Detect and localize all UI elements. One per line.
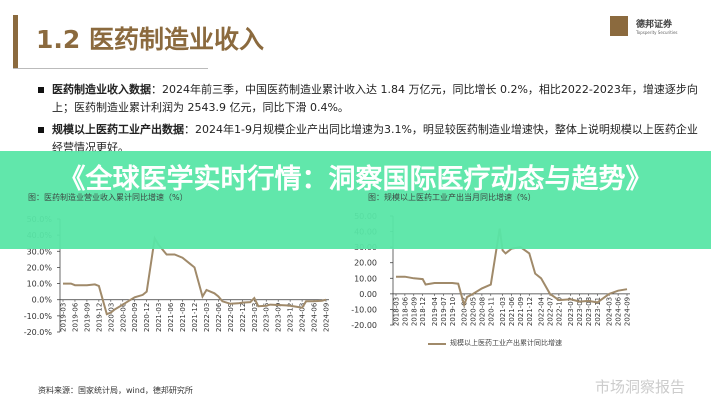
bullet-output: 规模以上医药工业产出数据：2024年1-9月规模企业产出同比增速为3.1%，明显… [38,121,698,157]
x-tick-label: 2022-06 [215,302,223,332]
x-tick-label: 2023-12 [287,303,295,332]
x-tick-label: 2023-11 [594,297,602,326]
y-tick-label: 10.00 [354,274,377,283]
y-tick-label: 20.00 [354,259,377,268]
brand-subtitle: Topsperity Securities [636,30,678,35]
watermark: 市场洞察报告 [595,378,686,396]
x-tick-label: 2020-05 [470,297,478,326]
y-tick-label: -10.00 [351,305,377,314]
x-tick-label: 2018-06 [401,296,409,326]
x-tick-label: 2019-10 [449,297,457,326]
y-tick-label: 0.00 [359,290,377,299]
x-tick-label: 2023-03 [251,303,259,332]
x-tick-label: 2021-12 [191,303,199,332]
x-tick-label: 2023-02 [567,297,575,326]
x-tick-label: 2021-09 [179,303,187,332]
y-tick-label: -10.0% [24,312,53,321]
x-tick-label: 2024-03 [606,297,614,326]
headline-banner [0,151,711,249]
y-tick-label: -20.00 [351,321,377,330]
x-tick-label: 2021-03 [155,303,163,332]
x-tick-label: 2019-07 [440,297,448,326]
series-line [396,228,628,308]
x-tick-label: 2019-09 [83,303,91,332]
x-tick-label: 2019-04 [431,296,439,326]
bullet-label: 医药制造业收入数据 [52,83,151,96]
bullet-square-icon [38,87,44,93]
series-line [63,235,327,316]
x-tick-label: 2022-10 [555,297,563,326]
x-tick-label: 2020-06 [119,302,127,332]
x-tick-label: 2018-03 [393,297,401,326]
legend-label: 规模以上医药工业产出累计同比增速 [450,339,562,347]
x-tick-label: 2024-06 [311,302,319,332]
chart-title-left: 图：医药制造业营业收入累计同比增速（%） [28,193,188,202]
x-tick-label: 2018-12 [419,297,427,326]
x-tick-label: 2022-04 [538,296,546,326]
y-tick-label: 30.0% [27,247,53,256]
bullet-revenue: 医药制造业收入数据：2024年前三季，中国医药制造业累计收入达 1.84 万亿元… [38,81,698,117]
y-tick-label: 10.0% [27,280,53,289]
x-tick-label: 2024-09 [624,297,632,326]
brand-name: 德邦证券 [636,20,673,30]
y-tick-label: -20.0% [24,328,53,337]
x-tick-label: 2021-03 [499,297,507,326]
bullet-square-icon [38,127,44,133]
x-tick-label: 2024-06 [615,296,623,326]
brand-logo-icon [610,16,628,36]
x-tick-label: 2020-02 [461,297,469,326]
x-tick-label: 2021-12 [526,297,534,326]
x-tick-label: 2023-05 [576,297,584,326]
page-title: 1.2 医药制造业收入 [36,25,264,54]
x-tick-label: 2023-09 [275,303,283,332]
title-divider [13,68,208,69]
x-tick-label: 2018-09 [410,297,418,326]
x-tick-label: 2022-03 [203,303,211,332]
bullet-text: ：2024年1-9月规模企业产出同比增速为3.1%，明显较医药制造业增速快，整体… [52,123,698,154]
x-tick-label: 2024-09 [323,303,331,332]
source-note: 资料来源：国家统计局，wind，德邦研究所 [38,386,193,395]
chart-title-right: 图：规模以上医药工业产出当月同比增速（%） [368,193,536,202]
x-tick-label: 2020-09 [131,303,139,332]
legend-line-icon [428,343,446,345]
y-tick-label: 0.0% [32,296,53,305]
x-tick-label: 2020-08 [478,297,486,326]
x-tick-label: 2020-11 [487,297,495,326]
x-tick-label: 2019-06 [71,302,79,332]
x-tick-label: 2022-07 [547,297,555,326]
bullet-text: ：2024年前三季，中国医药制造业累计收入达 1.84 万亿元，同比增长 0.2… [52,83,698,114]
x-tick-label: 2019-03 [60,303,68,332]
x-tick-label: 2022-09 [227,303,235,332]
x-tick-label: 2023-06 [263,302,271,332]
x-tick-label: 2019-12 [95,303,103,332]
x-tick-label: 2021-09 [517,297,525,326]
x-tick-label: 2020-03 [107,303,115,332]
y-tick-label: 20.0% [27,263,53,272]
title-accent-bar [13,15,18,68]
x-tick-label: 2022-12 [239,303,247,332]
bullet-label: 规模以上医药工业产出数据 [52,123,184,136]
x-tick-label: 2023-08 [585,297,593,326]
x-tick-label: 2021-06 [167,302,175,332]
x-tick-label: 2021-06 [508,296,516,326]
x-tick-label: 2024-03 [299,303,307,332]
x-tick-label: 2020-12 [143,303,151,332]
